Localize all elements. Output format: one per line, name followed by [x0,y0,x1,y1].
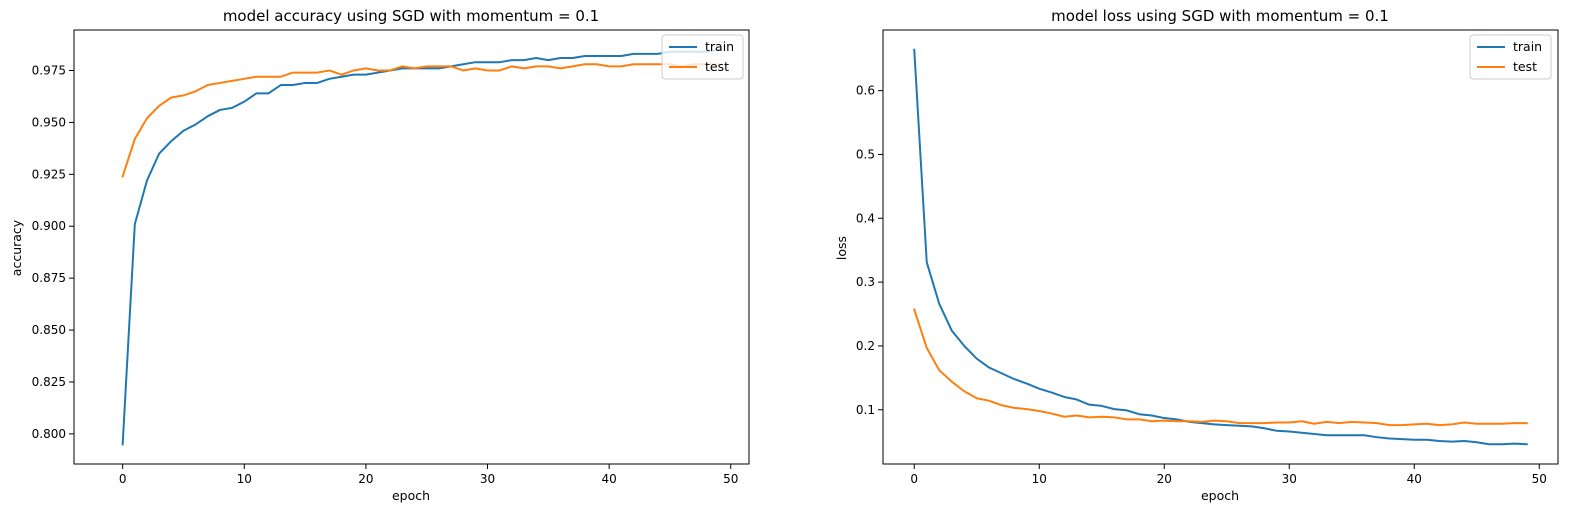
accuracy-chart-xlabel: epoch [392,488,430,503]
loss-chart-x-tick-label: 10 [1032,472,1047,486]
loss-chart-x-tick-label: 50 [1532,472,1547,486]
accuracy-chart-test-line [121,63,720,178]
loss-chart-y-ticks: 0.1 0.2 0.3 0.4 0.5 0.6 [856,84,883,417]
accuracy-chart-title: model accuracy using SGD with momentum =… [223,7,599,25]
accuracy-chart-y-tick-label: 0.825 [32,375,66,389]
loss-chart-title: model loss using SGD with momentum = 0.1 [1051,7,1389,25]
accuracy-chart-frame [73,29,750,465]
accuracy-chart-legend-train-label: train [705,39,734,54]
loss-chart-frame [882,29,1559,465]
loss-chart-y-tick-label: 0.1 [856,403,875,417]
accuracy-chart-y-tick-label: 0.900 [32,219,66,233]
accuracy-chart: model accuracy using SGD with momentum =… [9,7,750,503]
loss-chart-ylabel: loss [834,236,849,260]
loss-chart-legend: train test [1469,34,1552,80]
accuracy-chart-x-tick-label: 0 [119,472,127,486]
accuracy-chart-y-tick-label: 0.950 [32,115,66,129]
accuracy-chart-y-tick-label: 0.850 [32,323,66,337]
loss-chart-x-tick-label: 40 [1407,472,1422,486]
accuracy-chart-x-tick-label: 10 [237,472,252,486]
loss-chart-legend-train-label: train [1513,39,1542,54]
accuracy-chart-x-tick-label: 50 [723,472,738,486]
loss-chart-y-tick-label: 0.5 [856,147,875,161]
loss-chart-train-line [913,48,1528,446]
accuracy-chart-train-line [121,48,720,446]
loss-chart-y-tick-label: 0.6 [856,84,875,98]
accuracy-chart-y-tick-label: 0.975 [32,63,66,77]
loss-chart-x-tick-label: 0 [910,472,918,486]
loss-chart: model loss using SGD with momentum = 0.1… [834,7,1559,503]
accuracy-chart-ylabel: accuracy [9,219,24,276]
loss-chart-y-tick-label: 0.4 [856,211,875,225]
loss-chart-x-tick-label: 30 [1282,472,1297,486]
accuracy-chart-x-ticks: 0 10 20 30 40 50 [119,464,738,486]
accuracy-chart-y-ticks: 0.800 0.825 0.850 0.875 0.900 0.925 0.950 0.975 [32,63,74,441]
loss-chart-y-tick-label: 0.2 [856,339,875,353]
accuracy-chart-lines [121,48,720,446]
loss-chart-x-tick-label: 20 [1157,472,1172,486]
accuracy-chart-legend: train test [661,34,744,80]
accuracy-chart-x-tick-label: 20 [358,472,373,486]
accuracy-chart-x-tick-label: 40 [601,472,616,486]
loss-chart-xlabel: epoch [1201,488,1239,503]
loss-chart-test-line [912,308,1528,427]
accuracy-chart-x-tick-label: 30 [480,472,495,486]
loss-chart-y-tick-label: 0.3 [856,275,875,289]
loss-chart-legend-test-label: test [1513,59,1537,74]
accuracy-chart-y-tick-label: 0.800 [32,427,66,441]
loss-chart-x-ticks: 0 10 20 30 40 50 [910,464,1547,486]
accuracy-chart-legend-test-label: test [705,59,729,74]
accuracy-chart-y-tick-label: 0.875 [32,271,66,285]
loss-chart-lines [912,48,1528,446]
accuracy-chart-y-tick-label: 0.925 [32,167,66,181]
